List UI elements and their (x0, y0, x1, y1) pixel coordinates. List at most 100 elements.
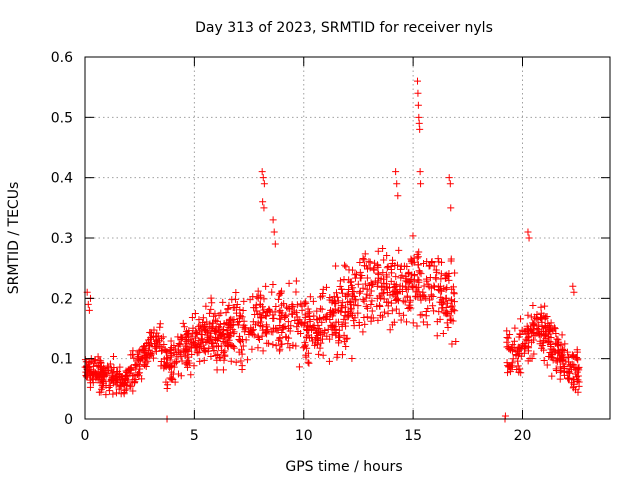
data-point (270, 228, 278, 236)
data-point (232, 303, 240, 311)
y-tick-label: 0.6 (51, 50, 73, 66)
data-point (547, 319, 555, 327)
data-point (304, 331, 312, 339)
data-point (341, 319, 349, 327)
data-point (143, 351, 151, 359)
data-point (318, 305, 326, 313)
data-point (530, 350, 538, 358)
data-point (199, 319, 207, 327)
data-point (287, 322, 295, 330)
data-point (430, 307, 438, 315)
data-point (212, 324, 220, 332)
data-point (442, 294, 450, 302)
data-point (377, 294, 385, 302)
data-point (145, 346, 153, 354)
data-point (86, 368, 94, 376)
data-point (219, 366, 227, 374)
data-point (259, 198, 267, 206)
data-point (371, 259, 379, 267)
data-point (127, 351, 135, 359)
data-point (560, 347, 568, 355)
data-point (348, 355, 356, 363)
data-point (176, 340, 184, 348)
data-point (410, 283, 418, 291)
data-point (237, 357, 245, 365)
data-point (281, 322, 289, 330)
data-point (278, 301, 286, 309)
data-point (250, 331, 258, 339)
data-point (393, 296, 401, 304)
data-point (203, 318, 211, 326)
data-point (573, 377, 581, 385)
data-point (395, 309, 403, 317)
data-point (312, 329, 320, 337)
data-point (129, 347, 137, 355)
data-point (200, 323, 208, 331)
data-point (95, 372, 103, 380)
data-point (435, 308, 443, 316)
data-point (530, 321, 538, 329)
data-point (360, 256, 368, 264)
data-point (221, 339, 229, 347)
data-point (367, 314, 375, 322)
data-point (366, 258, 374, 266)
data-point (91, 356, 99, 364)
data-point (548, 372, 556, 380)
data-point (516, 330, 524, 338)
data-point (264, 326, 272, 334)
data-point (332, 289, 340, 297)
data-point (413, 254, 421, 262)
data-point (402, 283, 410, 291)
data-point (516, 344, 524, 352)
data-point (232, 358, 240, 366)
data-point (409, 319, 417, 327)
data-point (267, 328, 275, 336)
data-point (130, 354, 138, 362)
data-point (568, 351, 576, 359)
data-point (404, 270, 412, 278)
data-point (354, 280, 362, 288)
data-point (356, 274, 364, 282)
data-point (235, 317, 243, 325)
data-point (204, 335, 212, 343)
data-point (423, 321, 431, 329)
data-point (203, 328, 211, 336)
data-point (359, 328, 367, 336)
data-point (259, 174, 267, 182)
data-point (450, 290, 458, 298)
data-point (569, 352, 577, 360)
data-point (84, 300, 92, 308)
data-point (549, 327, 557, 335)
data-point (444, 324, 452, 332)
data-point (98, 368, 106, 376)
data-point (191, 334, 199, 342)
data-point (217, 309, 225, 317)
data-point (537, 303, 545, 311)
data-point (322, 283, 330, 291)
data-point (313, 307, 321, 315)
data-point (152, 343, 160, 351)
data-point (532, 315, 540, 323)
data-point (564, 374, 572, 382)
data-point (191, 310, 199, 318)
data-point (343, 291, 351, 299)
x-tick-label: 0 (81, 428, 90, 444)
data-point (409, 232, 417, 240)
data-point (563, 348, 571, 356)
data-point (416, 125, 424, 133)
data-point (177, 372, 185, 380)
data-point (289, 341, 297, 349)
data-point (447, 204, 455, 212)
data-point (415, 278, 423, 286)
data-point (538, 344, 546, 352)
data-point (417, 296, 425, 304)
data-point (565, 358, 573, 366)
data-point (183, 359, 191, 367)
data-point (370, 266, 378, 274)
data-point (373, 261, 381, 269)
data-point (293, 323, 301, 331)
data-point (238, 313, 246, 321)
data-point (517, 352, 525, 360)
data-point (347, 278, 355, 286)
data-point (392, 273, 400, 281)
